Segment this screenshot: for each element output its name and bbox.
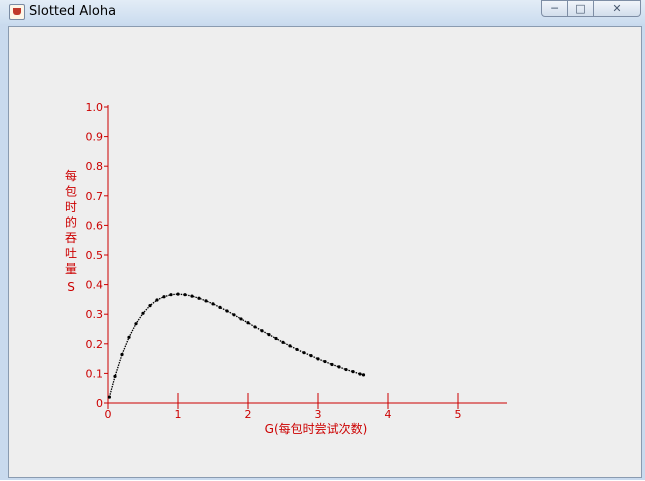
y-tick-label: 0.1 [86,367,104,380]
minimize-button[interactable]: ─ [541,0,568,17]
throughput-chart: 0 1 2 3 4 5 0 0.1 0.2 0.3 0.4 0.5 0.6 0.7 0.8 0.9 1.0 每包时… [65,101,507,436]
x-tick-label: 1 [175,408,182,421]
window-title: Slotted Aloha [29,4,117,19]
x-tick-label: 0 [105,408,112,421]
y-tick-label: 0.4 [86,279,104,292]
y-tick-label: 1.0 [86,101,104,114]
y-tick-label: 0.6 [86,219,104,232]
y-tick-label: 0.9 [86,131,104,144]
x-tick-label: 2 [245,408,252,421]
y-tick-label: 0 [96,397,103,410]
x-tick-label: 5 [455,408,462,421]
y-axis-symbol: S [67,280,75,294]
y-tick-label: 0.7 [86,190,104,203]
y-tick-label: 0.3 [86,308,104,321]
x-tick-label: 4 [385,408,392,421]
title-bar[interactable]: Slotted Aloha ─ □ ✕ [0,0,645,24]
close-button[interactable]: ✕ [594,0,641,17]
maximize-button[interactable]: □ [568,0,594,17]
y-tick-label: 0.8 [86,160,104,173]
x-axis-label: G(每包时尝试次数) [265,421,368,436]
y-tick-label: 0.5 [86,249,104,262]
y-tick-label: 0.2 [86,338,104,351]
java-app-icon[interactable] [9,4,25,20]
series-line [108,293,364,398]
chart-panel: 0 1 2 3 4 5 0 0.1 0.2 0.3 0.4 0.5 0.6 0.7 0.8 0.9 1.0 每包时… [8,26,642,478]
data-point [176,292,180,296]
y-axis-label: 每包时的吞吐量 [65,168,77,276]
window-controls: ─ □ ✕ [541,0,641,18]
x-tick-label: 3 [315,408,322,421]
